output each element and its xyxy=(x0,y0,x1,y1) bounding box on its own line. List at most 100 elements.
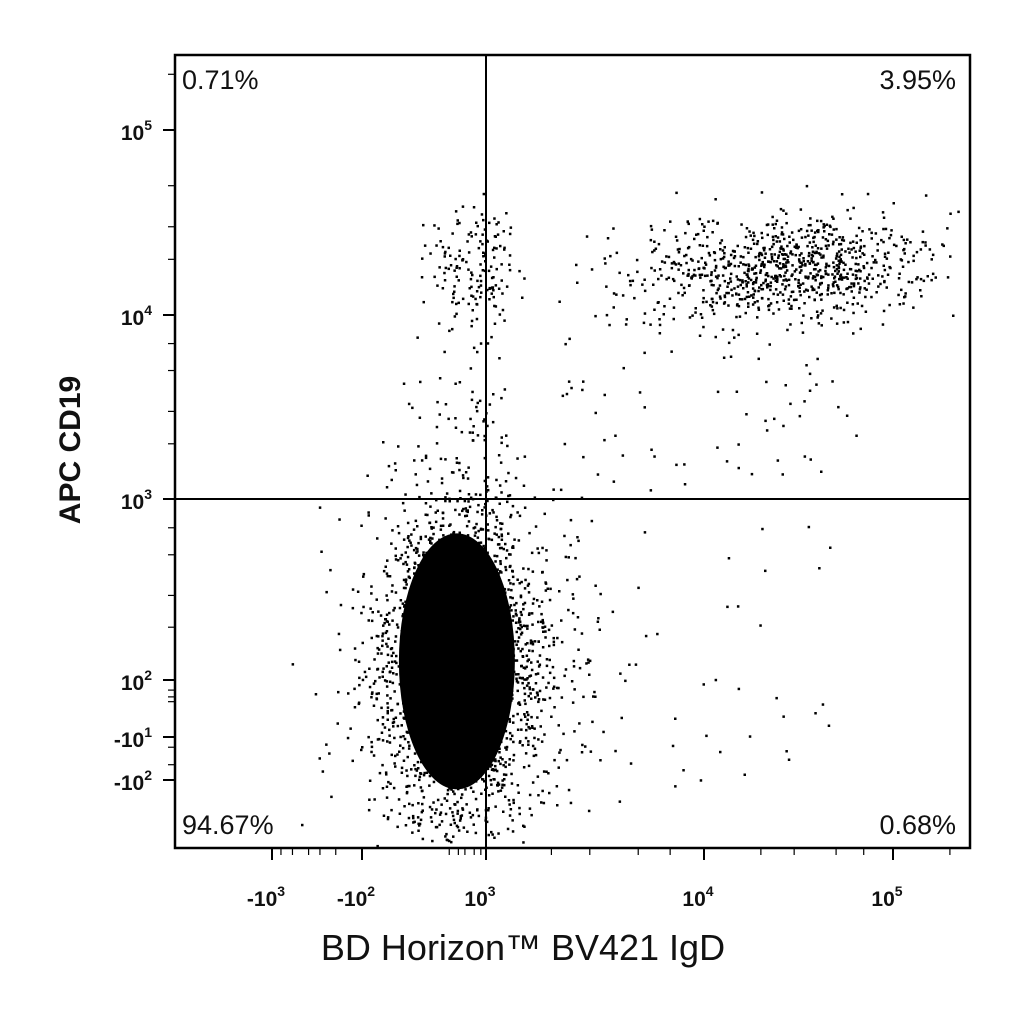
event-dot xyxy=(437,633,440,636)
event-dot xyxy=(485,820,489,824)
event-dot xyxy=(565,392,569,396)
event-dot xyxy=(801,263,804,267)
event-dot xyxy=(482,547,485,551)
event-dot xyxy=(452,717,456,721)
event-dot xyxy=(653,240,656,243)
event-dot xyxy=(524,736,528,740)
event-dot xyxy=(499,789,503,792)
event-dot xyxy=(497,221,500,224)
event-dot xyxy=(505,622,508,626)
event-dot xyxy=(403,737,407,741)
event-dot xyxy=(417,714,420,718)
event-dot xyxy=(586,658,590,661)
event-dot xyxy=(476,715,479,718)
event-dot xyxy=(448,688,451,691)
event-dot xyxy=(693,268,696,272)
event-dot xyxy=(827,286,830,290)
event-dot xyxy=(503,691,506,695)
event-dot xyxy=(404,824,408,827)
event-dot xyxy=(775,264,778,267)
event-dot xyxy=(475,649,478,653)
event-dot xyxy=(543,512,546,516)
event-dot xyxy=(480,591,484,594)
event-dot xyxy=(425,703,428,707)
event-dot xyxy=(419,603,422,607)
event-dot xyxy=(443,598,446,602)
event-dot xyxy=(719,241,722,245)
event-dot xyxy=(603,438,606,442)
event-dot xyxy=(472,564,475,567)
event-dot xyxy=(491,833,494,836)
event-dot xyxy=(492,646,496,650)
event-dot xyxy=(467,725,471,728)
event-dot xyxy=(384,565,387,568)
event-dot xyxy=(867,273,871,276)
event-dot xyxy=(907,260,910,264)
event-dot xyxy=(496,671,499,674)
event-dot xyxy=(456,546,460,549)
event-dot xyxy=(681,294,684,297)
event-dot xyxy=(377,648,381,651)
event-dot xyxy=(508,494,512,497)
event-dot xyxy=(548,644,551,648)
event-dot xyxy=(461,671,464,675)
event-dot xyxy=(779,247,782,250)
event-dot xyxy=(470,721,474,724)
event-dot xyxy=(781,473,784,476)
event-dot xyxy=(820,292,823,296)
event-dot xyxy=(436,726,439,730)
event-dot xyxy=(854,250,857,253)
event-dot xyxy=(649,238,653,242)
event-dot xyxy=(387,780,390,784)
event-dot xyxy=(482,668,486,672)
event-dot xyxy=(491,792,494,795)
event-dot xyxy=(523,699,526,702)
event-dot xyxy=(700,273,704,276)
event-dot xyxy=(505,549,509,552)
event-dot xyxy=(467,721,471,724)
event-dot xyxy=(436,573,439,576)
event-dot xyxy=(386,711,389,715)
event-dot xyxy=(570,680,574,683)
event-dot xyxy=(511,734,514,738)
event-dot xyxy=(536,691,539,695)
event-dot xyxy=(492,702,495,705)
event-dot xyxy=(451,630,454,633)
event-dot xyxy=(454,616,457,619)
event-dot xyxy=(783,288,787,291)
event-dot xyxy=(508,803,511,806)
event-dot xyxy=(473,591,476,594)
event-dot xyxy=(495,247,498,250)
event-dot xyxy=(459,660,463,663)
event-dot xyxy=(714,335,717,339)
event-dot xyxy=(828,233,831,236)
event-dot xyxy=(396,825,399,829)
event-dot xyxy=(745,295,749,299)
event-dot xyxy=(408,784,411,788)
event-dot xyxy=(444,682,448,685)
event-dot xyxy=(474,797,478,801)
event-dot xyxy=(476,536,480,539)
event-dot xyxy=(839,306,842,310)
event-dot xyxy=(455,727,458,730)
event-dot xyxy=(512,647,515,651)
event-dot xyxy=(526,677,529,680)
event-dot xyxy=(435,558,439,561)
event-dot xyxy=(522,607,525,611)
event-dot xyxy=(401,501,405,505)
event-dot xyxy=(509,679,512,682)
event-dot xyxy=(415,483,419,487)
event-dot xyxy=(477,643,481,646)
event-dot xyxy=(462,642,466,646)
event-dot xyxy=(422,725,425,729)
event-dot xyxy=(503,696,507,700)
event-dot xyxy=(471,602,474,605)
event-dot xyxy=(890,229,893,232)
event-dot xyxy=(518,269,521,273)
event-dot xyxy=(471,673,474,677)
event-dot xyxy=(491,729,494,733)
event-dot xyxy=(368,685,372,689)
event-dot xyxy=(463,752,466,755)
event-dot xyxy=(498,626,502,629)
event-dot xyxy=(521,681,524,685)
